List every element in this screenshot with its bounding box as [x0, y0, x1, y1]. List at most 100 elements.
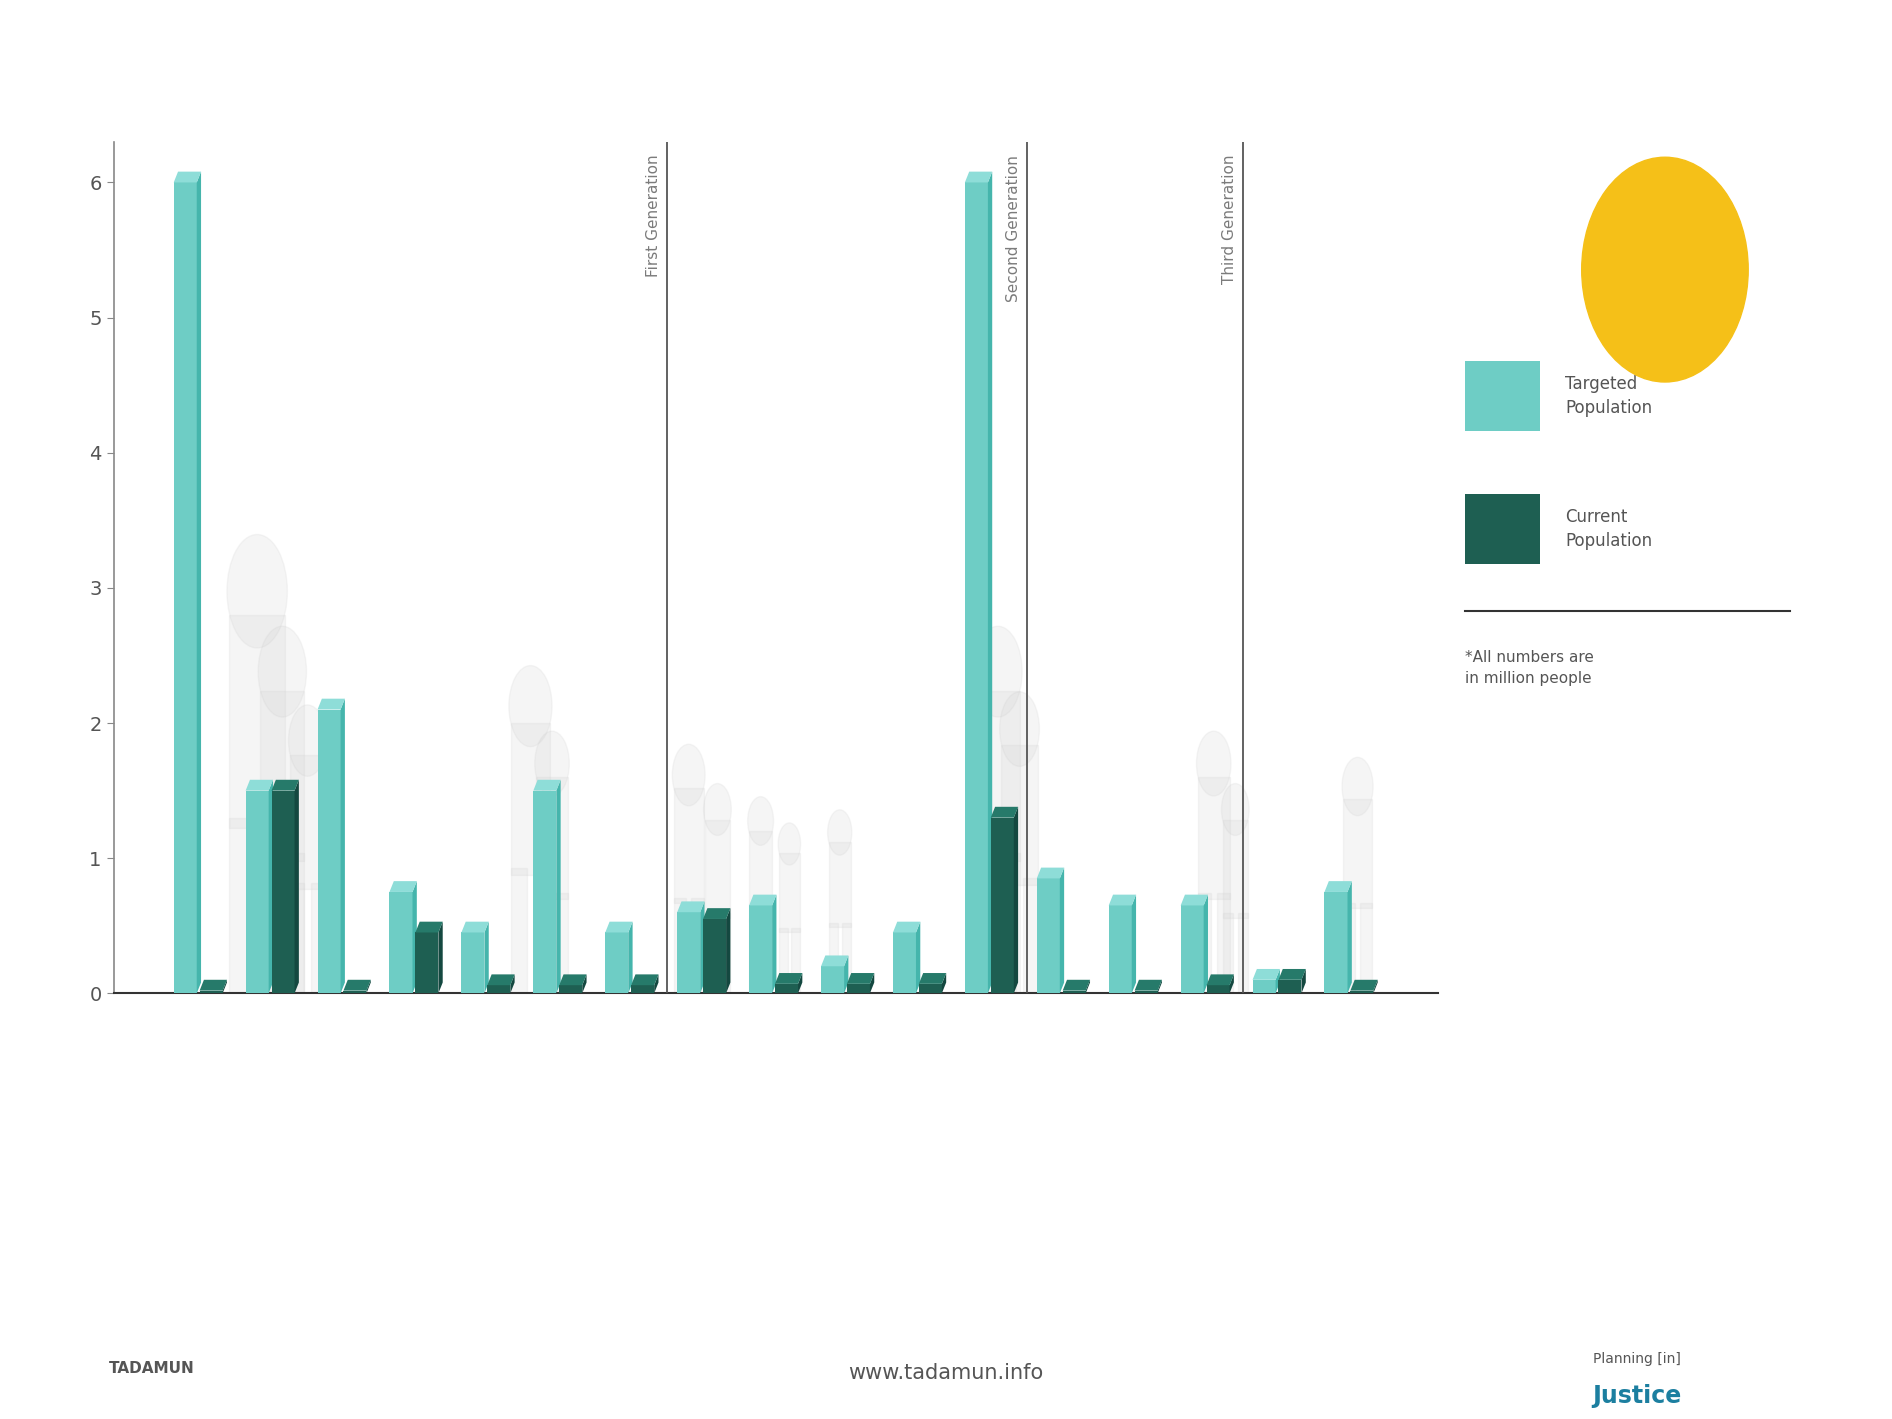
Polygon shape: [511, 975, 515, 993]
Polygon shape: [1131, 894, 1135, 993]
Text: Targeted
Population: Targeted Population: [1565, 376, 1652, 417]
Circle shape: [1196, 731, 1232, 796]
Polygon shape: [367, 979, 371, 993]
Polygon shape: [1275, 969, 1279, 993]
Text: New
Minia: New Minia: [1075, 1020, 1120, 1066]
Polygon shape: [1302, 969, 1305, 993]
Bar: [344, 990, 367, 993]
Bar: [263, 819, 286, 993]
Bar: [991, 817, 1014, 993]
Bar: [976, 691, 1020, 861]
Bar: [201, 990, 223, 993]
Text: Third Generation: Third Generation: [1222, 155, 1237, 284]
Polygon shape: [1086, 979, 1090, 993]
Bar: [1237, 914, 1249, 993]
Text: New
Cairo: New Cairo: [933, 1020, 976, 1064]
Bar: [511, 724, 551, 876]
Circle shape: [1582, 158, 1748, 382]
Polygon shape: [749, 894, 776, 905]
Bar: [1207, 985, 1230, 993]
Polygon shape: [1374, 979, 1377, 993]
Bar: [893, 932, 916, 993]
Text: Planning [in]: Planning [in]: [1593, 1352, 1680, 1366]
Bar: [1343, 904, 1355, 993]
Bar: [829, 924, 838, 993]
Bar: [674, 788, 704, 904]
Polygon shape: [965, 172, 991, 183]
Text: TADAMUN: TADAMUN: [108, 1361, 195, 1376]
Polygon shape: [174, 172, 201, 183]
Bar: [1024, 878, 1037, 993]
Text: First Generation: First Generation: [647, 155, 662, 277]
Polygon shape: [318, 698, 344, 710]
Circle shape: [509, 666, 552, 746]
Polygon shape: [1037, 867, 1063, 878]
Bar: [246, 790, 269, 993]
Polygon shape: [1158, 979, 1162, 993]
Polygon shape: [798, 973, 802, 993]
Text: Shorouk: Shorouk: [857, 1020, 904, 1069]
Polygon shape: [246, 780, 272, 790]
Polygon shape: [272, 780, 299, 790]
Bar: [310, 883, 325, 993]
Polygon shape: [295, 780, 299, 993]
Polygon shape: [772, 894, 776, 993]
Bar: [749, 832, 772, 922]
Polygon shape: [844, 955, 848, 993]
Polygon shape: [1135, 979, 1162, 990]
Bar: [677, 912, 700, 993]
Bar: [821, 966, 844, 993]
Bar: [674, 898, 687, 993]
Bar: [719, 914, 730, 993]
Bar: [1217, 894, 1230, 993]
Bar: [829, 841, 851, 927]
Polygon shape: [1060, 867, 1063, 993]
Bar: [286, 853, 305, 993]
Polygon shape: [583, 975, 587, 993]
Bar: [706, 914, 715, 993]
Polygon shape: [700, 901, 704, 993]
Bar: [261, 853, 278, 993]
Bar: [848, 983, 870, 993]
Polygon shape: [223, 979, 227, 993]
Text: Current
Population: Current Population: [1565, 508, 1652, 549]
Polygon shape: [776, 973, 802, 983]
Circle shape: [778, 823, 800, 866]
Polygon shape: [390, 881, 416, 893]
Bar: [976, 853, 993, 993]
Polygon shape: [462, 922, 488, 932]
Polygon shape: [416, 922, 443, 932]
Bar: [272, 790, 295, 993]
Circle shape: [227, 535, 288, 648]
Polygon shape: [1351, 979, 1377, 990]
Bar: [691, 898, 704, 993]
Text: Sheikh
Zayed: Sheikh Zayed: [710, 1020, 761, 1073]
Bar: [1001, 878, 1016, 993]
Circle shape: [535, 731, 569, 796]
Bar: [1001, 745, 1037, 884]
Polygon shape: [1203, 894, 1207, 993]
Bar: [965, 183, 988, 993]
Polygon shape: [534, 780, 560, 790]
Polygon shape: [942, 973, 946, 993]
Circle shape: [999, 692, 1039, 766]
Polygon shape: [916, 922, 920, 993]
Bar: [1360, 904, 1372, 993]
Bar: [791, 928, 800, 993]
Text: Sadat: Sadat: [509, 1020, 545, 1057]
Text: 10th of
Ramadan: 10th of Ramadan: [265, 1020, 329, 1086]
Bar: [1181, 905, 1203, 993]
Polygon shape: [991, 807, 1018, 817]
Bar: [749, 905, 772, 993]
Bar: [632, 985, 655, 993]
Circle shape: [704, 783, 732, 836]
Bar: [749, 918, 759, 993]
Text: New
Damietta: New Damietta: [409, 1020, 473, 1084]
Bar: [780, 853, 800, 932]
Polygon shape: [632, 975, 658, 985]
Bar: [1351, 990, 1374, 993]
Text: Obour: Obour: [651, 1020, 689, 1059]
Bar: [1253, 979, 1275, 993]
Circle shape: [974, 626, 1022, 717]
Text: New Borg
El Arab: New Borg El Arab: [337, 1020, 401, 1086]
